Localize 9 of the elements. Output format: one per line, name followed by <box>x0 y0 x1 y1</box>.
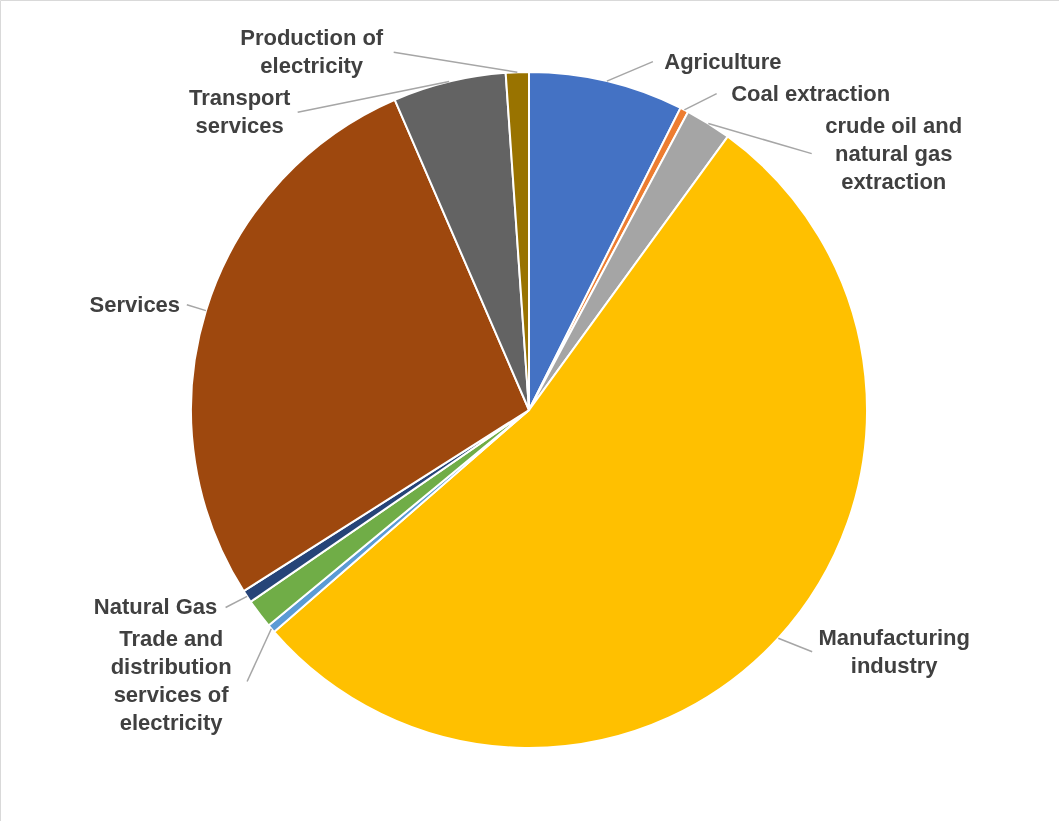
slice-label: Coal extraction <box>731 80 891 106</box>
slice-label: Trade and distribution services of electricity <box>110 626 232 736</box>
slice-label: Production of electricity <box>240 25 384 79</box>
slice-label: Agriculture <box>664 48 782 74</box>
slice-label: crude oil and natural gas extraction <box>825 112 963 194</box>
slice-label: Services <box>89 291 181 317</box>
slice-label: Transport services <box>188 85 292 139</box>
slice-label: Natural Gas <box>93 594 218 620</box>
slice-label: Manufacturing industry <box>818 624 970 678</box>
